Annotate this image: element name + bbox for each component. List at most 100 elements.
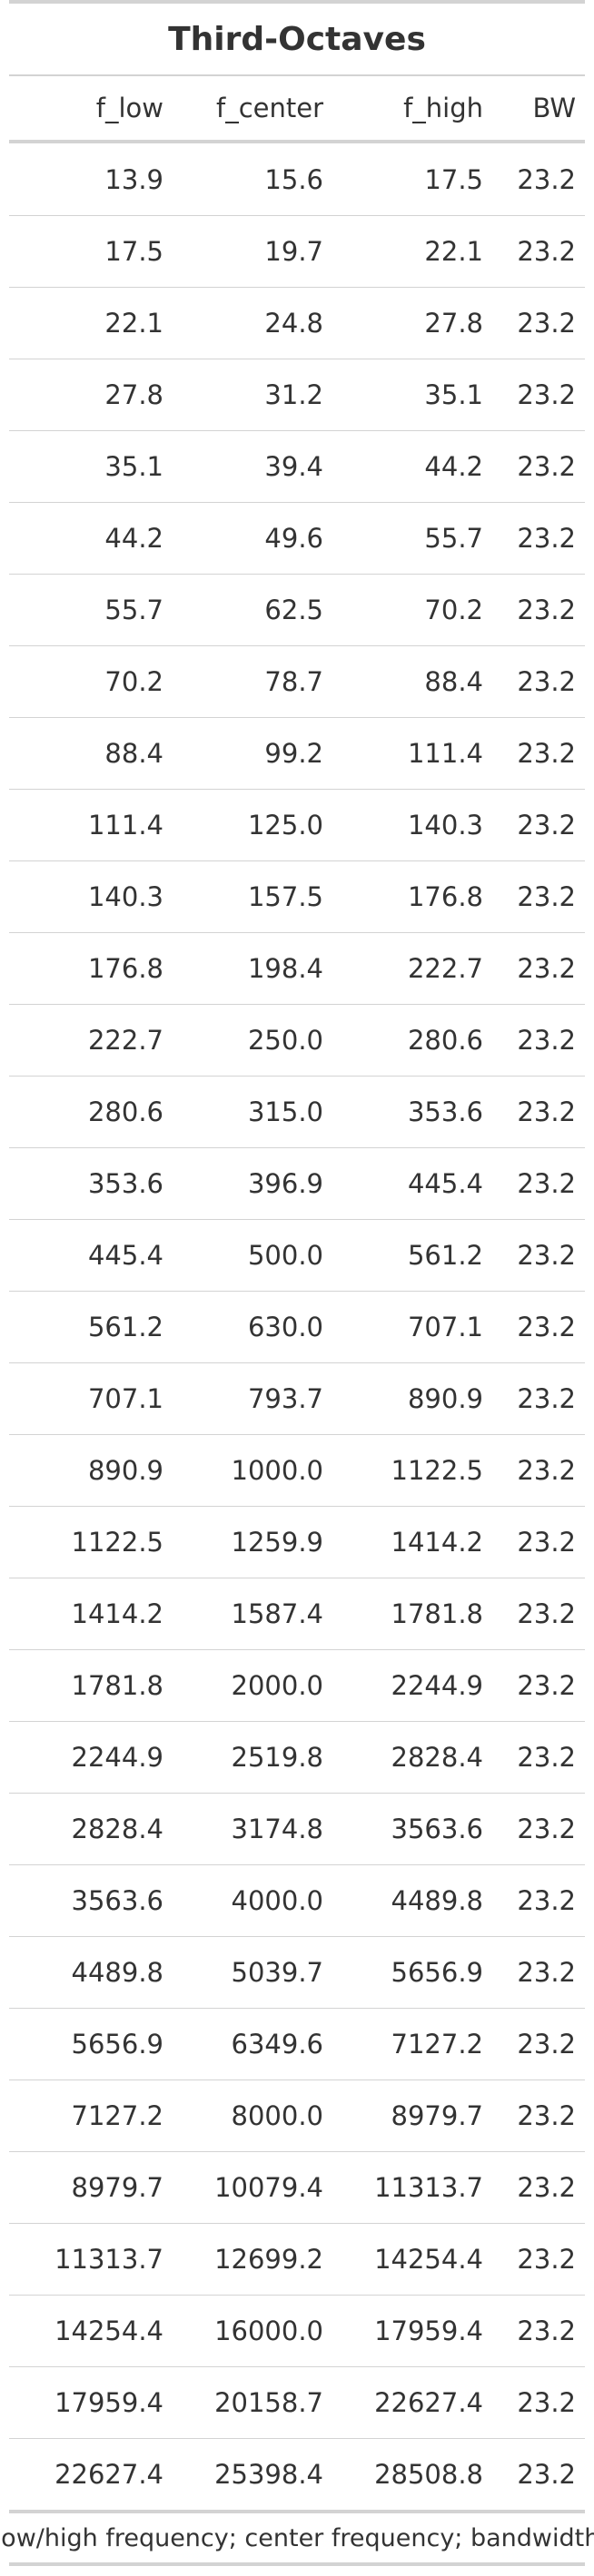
cell-f-low: 35.1 <box>104 451 163 482</box>
cell-bw: 23.2 <box>517 810 576 841</box>
cell-f-low: 22627.4 <box>54 2459 163 2490</box>
cell-f-center: 198.4 <box>247 953 323 984</box>
cell-f-low: 111.4 <box>87 810 163 841</box>
cell-bw: 23.2 <box>517 1957 576 1988</box>
table-row: 1781.8 2000.0 2244.9 23.2 <box>9 1649 585 1721</box>
column-header-f-low: f_low <box>95 93 163 123</box>
cell-f-low: 44.2 <box>104 523 163 554</box>
cell-bw: 23.2 <box>517 2387 576 2418</box>
cell-bw: 23.2 <box>517 1025 576 1056</box>
cell-f-center: 62.5 <box>264 595 323 625</box>
cell-f-low: 88.4 <box>104 738 163 769</box>
table-row: 88.4 99.2 111.4 23.2 <box>9 717 585 789</box>
cell-f-center: 1587.4 <box>231 1598 323 1629</box>
cell-f-center: 16000.0 <box>214 2315 323 2346</box>
cell-f-high: 3563.6 <box>391 1814 483 1844</box>
cell-bw: 23.2 <box>517 2315 576 2346</box>
table-row: 8979.7 10079.4 11313.7 23.2 <box>9 2151 585 2223</box>
cell-bw: 23.2 <box>517 738 576 769</box>
table-row: 5656.9 6349.6 7127.2 23.2 <box>9 2008 585 2079</box>
table-row: 1414.2 1587.4 1781.8 23.2 <box>9 1578 585 1649</box>
cell-f-center: 78.7 <box>264 666 323 697</box>
column-header-f-center: f_center <box>215 93 323 123</box>
cell-bw: 23.2 <box>517 163 576 195</box>
table-row: 111.4 125.0 140.3 23.2 <box>9 789 585 860</box>
cell-f-low: 5656.9 <box>71 2029 163 2060</box>
table-row: 176.8 198.4 222.7 23.2 <box>9 932 585 1004</box>
cell-f-center: 3174.8 <box>231 1814 323 1844</box>
cell-f-center: 24.8 <box>264 308 323 339</box>
cell-bw: 23.2 <box>517 953 576 984</box>
cell-f-center: 49.6 <box>264 523 323 554</box>
table-row: 22627.4 25398.4 28508.8 23.2 <box>9 2438 585 2510</box>
table-row: 1122.5 1259.9 1414.2 23.2 <box>9 1506 585 1578</box>
cell-bw: 23.2 <box>517 451 576 482</box>
table-row: 222.7 250.0 280.6 23.2 <box>9 1004 585 1076</box>
cell-f-high: 70.2 <box>424 595 483 625</box>
cell-bw: 23.2 <box>517 2029 576 2060</box>
cell-f-center: 157.5 <box>247 881 323 912</box>
table-row: 13.9 15.6 17.5 23.2 <box>9 143 585 215</box>
cell-f-low: 445.4 <box>87 1240 163 1271</box>
table-row: 707.1 793.7 890.9 23.2 <box>9 1362 585 1434</box>
cell-f-low: 4489.8 <box>71 1957 163 1988</box>
cell-f-high: 17959.4 <box>374 2315 483 2346</box>
table-title: Third-Octaves <box>9 0 585 74</box>
cell-bw: 23.2 <box>517 2244 576 2275</box>
table-row: 445.4 500.0 561.2 23.2 <box>9 1219 585 1291</box>
cell-f-low: 222.7 <box>87 1025 163 1056</box>
table-row: 55.7 62.5 70.2 23.2 <box>9 574 585 645</box>
cell-f-low: 707.1 <box>87 1383 163 1414</box>
cell-f-low: 2828.4 <box>71 1814 163 1844</box>
cell-bw: 23.2 <box>517 1240 576 1271</box>
table-row: 353.6 396.9 445.4 23.2 <box>9 1147 585 1219</box>
cell-bw: 23.2 <box>517 1383 576 1414</box>
cell-f-low: 17959.4 <box>54 2387 163 2418</box>
cell-f-high: 1414.2 <box>391 1527 483 1558</box>
table-row: 22.1 24.8 27.8 23.2 <box>9 287 585 359</box>
cell-f-low: 8979.7 <box>71 2172 163 2203</box>
cell-f-high: 2244.9 <box>391 1670 483 1701</box>
cell-f-center: 4000.0 <box>231 1885 323 1916</box>
cell-f-low: 7127.2 <box>71 2100 163 2131</box>
cell-bw: 23.2 <box>517 308 576 339</box>
cell-f-high: 11313.7 <box>374 2172 483 2203</box>
table-row: 35.1 39.4 44.2 23.2 <box>9 430 585 502</box>
cell-f-center: 793.7 <box>247 1383 323 1414</box>
cell-f-center: 39.4 <box>264 451 323 482</box>
cell-f-center: 2000.0 <box>231 1670 323 1701</box>
table-footnote: low/high frequency; center frequency; ba… <box>0 2510 594 2566</box>
table-header-row: f_low f_center f_high BW <box>9 74 585 143</box>
cell-f-high: 4489.8 <box>391 1885 483 1916</box>
cell-f-high: 5656.9 <box>391 1957 483 1988</box>
cell-f-low: 2244.9 <box>71 1742 163 1773</box>
cell-bw: 23.2 <box>517 1312 576 1342</box>
cell-f-high: 890.9 <box>407 1383 483 1414</box>
cell-f-low: 890.9 <box>87 1455 163 1486</box>
cell-f-high: 222.7 <box>407 953 483 984</box>
cell-f-center: 6349.6 <box>231 2029 323 2060</box>
cell-f-low: 353.6 <box>87 1168 163 1199</box>
cell-f-high: 14254.4 <box>374 2244 483 2275</box>
cell-f-center: 396.9 <box>247 1168 323 1199</box>
cell-f-low: 13.9 <box>104 163 163 195</box>
cell-f-low: 17.5 <box>104 236 163 267</box>
cell-bw: 23.2 <box>517 1885 576 1916</box>
cell-f-center: 2519.8 <box>231 1742 323 1773</box>
cell-f-high: 7127.2 <box>391 2029 483 2060</box>
cell-bw: 23.2 <box>517 2100 576 2131</box>
cell-bw: 23.2 <box>517 523 576 554</box>
cell-f-center: 500.0 <box>247 1240 323 1271</box>
cell-f-high: 280.6 <box>407 1025 483 1056</box>
column-header-bw: BW <box>532 93 576 123</box>
cell-f-center: 12699.2 <box>214 2244 323 2275</box>
cell-f-high: 35.1 <box>424 379 483 410</box>
cell-f-high: 17.5 <box>424 163 483 195</box>
cell-f-high: 88.4 <box>424 666 483 697</box>
cell-f-low: 1781.8 <box>71 1670 163 1701</box>
cell-bw: 23.2 <box>517 2459 576 2490</box>
cell-f-low: 22.1 <box>104 308 163 339</box>
cell-f-center: 315.0 <box>247 1096 323 1127</box>
table-row: 7127.2 8000.0 8979.7 23.2 <box>9 2079 585 2151</box>
